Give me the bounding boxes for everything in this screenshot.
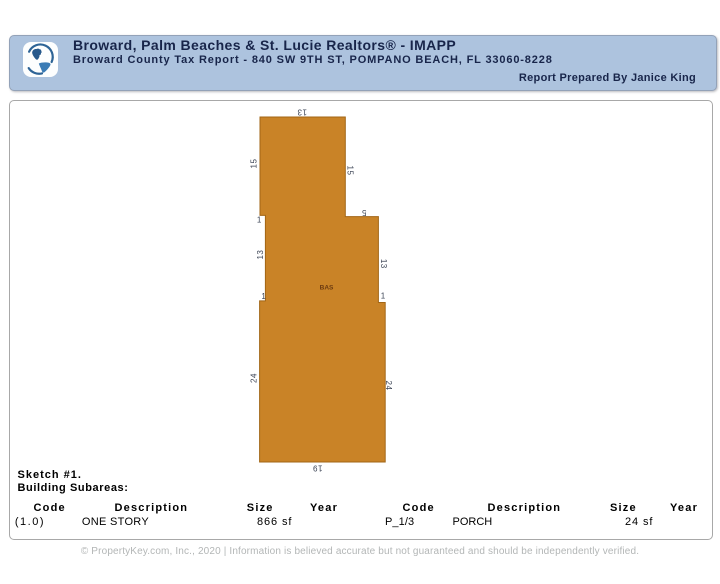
svg-text:15: 15 xyxy=(249,159,258,169)
svg-text:1: 1 xyxy=(381,292,386,301)
svg-text:24: 24 xyxy=(384,381,393,391)
svg-text:BAS: BAS xyxy=(320,285,334,292)
svg-text:1: 1 xyxy=(257,216,262,225)
svg-text:13: 13 xyxy=(256,250,265,260)
svg-text:1: 1 xyxy=(261,292,266,301)
svg-text:13: 13 xyxy=(379,259,388,269)
svg-text:24: 24 xyxy=(250,373,259,383)
svg-text:5: 5 xyxy=(361,208,366,217)
svg-text:19: 19 xyxy=(313,463,323,472)
svg-text:15: 15 xyxy=(346,166,355,176)
svg-text:13: 13 xyxy=(297,108,307,117)
